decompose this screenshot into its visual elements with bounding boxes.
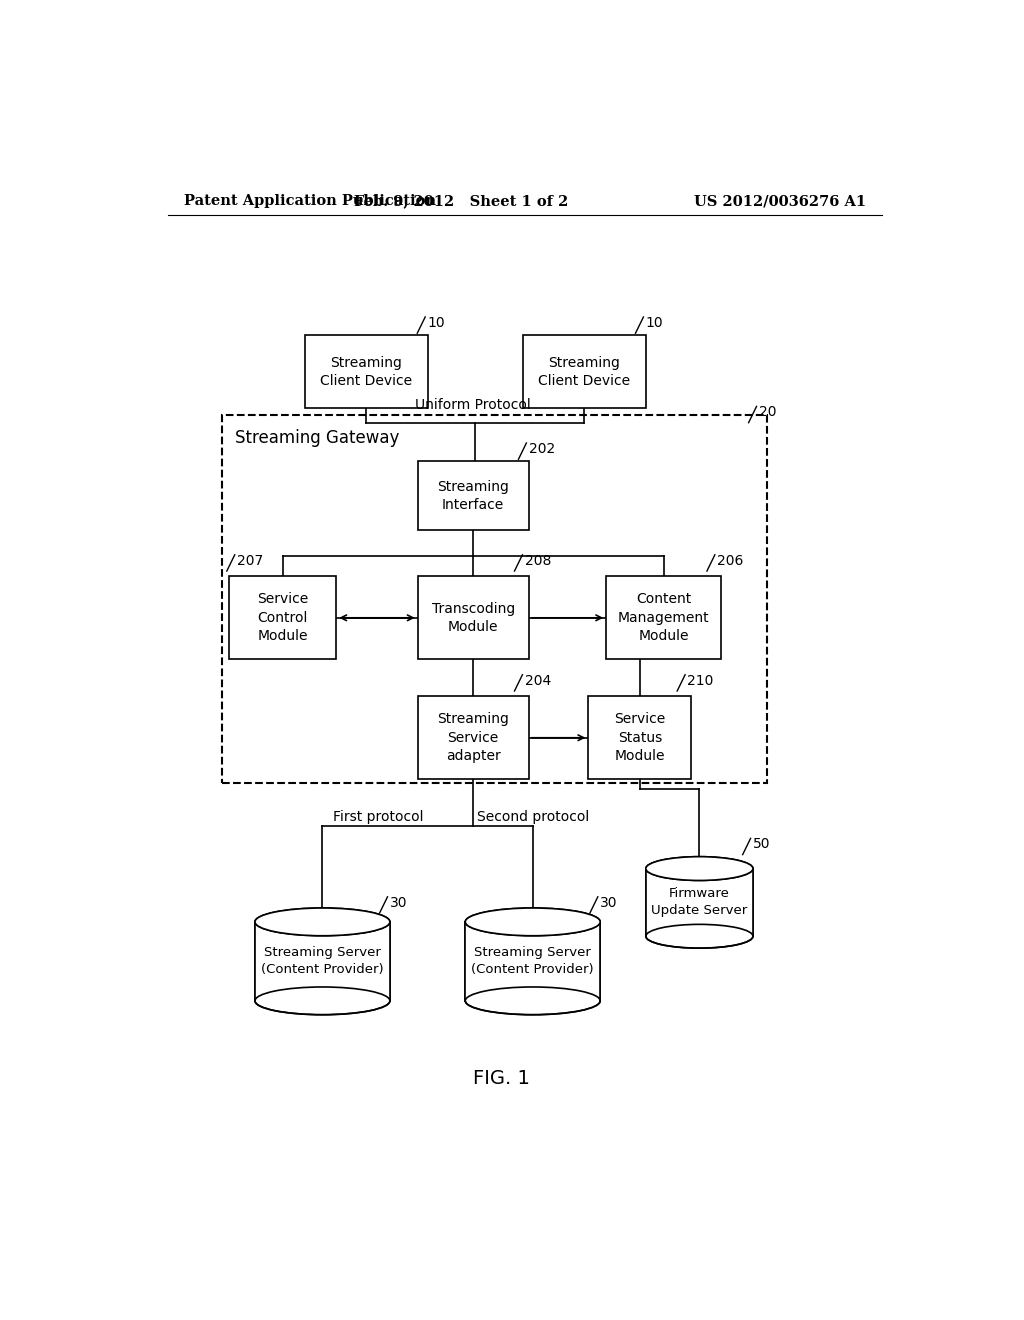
FancyBboxPatch shape: [418, 461, 528, 531]
Ellipse shape: [646, 857, 753, 880]
Ellipse shape: [255, 987, 390, 1015]
FancyBboxPatch shape: [606, 576, 721, 660]
FancyBboxPatch shape: [646, 869, 753, 936]
Text: 10: 10: [428, 315, 445, 330]
FancyBboxPatch shape: [465, 921, 600, 1001]
Text: 202: 202: [528, 442, 555, 457]
FancyBboxPatch shape: [304, 335, 428, 408]
Text: Patent Application Publication: Patent Application Publication: [183, 194, 435, 209]
FancyBboxPatch shape: [255, 921, 390, 1001]
Text: Uniform Protocol: Uniform Protocol: [416, 399, 531, 412]
Text: Firmware
Update Server: Firmware Update Server: [651, 887, 748, 917]
Text: Service
Control
Module: Service Control Module: [257, 593, 308, 643]
Text: Service
Status
Module: Service Status Module: [614, 713, 666, 763]
Text: 10: 10: [646, 315, 664, 330]
FancyBboxPatch shape: [523, 335, 646, 408]
FancyBboxPatch shape: [229, 576, 336, 660]
Text: Content
Management
Module: Content Management Module: [617, 593, 710, 643]
FancyBboxPatch shape: [588, 696, 691, 779]
Text: 50: 50: [753, 837, 770, 851]
Ellipse shape: [465, 908, 600, 936]
Text: 210: 210: [687, 673, 714, 688]
Text: Streaming Gateway: Streaming Gateway: [236, 429, 399, 447]
FancyBboxPatch shape: [465, 921, 600, 1001]
Text: 207: 207: [238, 554, 263, 568]
Text: Streaming
Client Device: Streaming Client Device: [539, 355, 631, 388]
Text: 206: 206: [717, 554, 743, 568]
FancyBboxPatch shape: [255, 921, 390, 1001]
Text: Streaming
Service
adapter: Streaming Service adapter: [437, 713, 509, 763]
Ellipse shape: [465, 987, 600, 1015]
Ellipse shape: [465, 908, 600, 936]
Text: Streaming Server
(Content Provider): Streaming Server (Content Provider): [471, 946, 594, 977]
Text: First protocol: First protocol: [333, 810, 423, 824]
Text: Second protocol: Second protocol: [476, 810, 589, 824]
Text: US 2012/0036276 A1: US 2012/0036276 A1: [694, 194, 866, 209]
Text: FIG. 1: FIG. 1: [472, 1069, 529, 1088]
FancyBboxPatch shape: [646, 869, 753, 936]
Text: 208: 208: [524, 554, 551, 568]
FancyBboxPatch shape: [418, 576, 528, 660]
Text: 30: 30: [600, 896, 617, 909]
Ellipse shape: [646, 857, 753, 880]
Text: Feb. 9, 2012   Sheet 1 of 2: Feb. 9, 2012 Sheet 1 of 2: [354, 194, 568, 209]
Ellipse shape: [255, 908, 390, 936]
FancyBboxPatch shape: [418, 696, 528, 779]
Text: 204: 204: [524, 673, 551, 688]
Text: Streaming Server
(Content Provider): Streaming Server (Content Provider): [261, 946, 384, 977]
Text: 20: 20: [759, 405, 776, 420]
Text: Streaming
Client Device: Streaming Client Device: [321, 355, 412, 388]
Text: Streaming
Interface: Streaming Interface: [437, 479, 509, 512]
Ellipse shape: [646, 924, 753, 948]
Ellipse shape: [255, 908, 390, 936]
Text: 30: 30: [390, 896, 408, 909]
Text: Transcoding
Module: Transcoding Module: [431, 602, 515, 634]
